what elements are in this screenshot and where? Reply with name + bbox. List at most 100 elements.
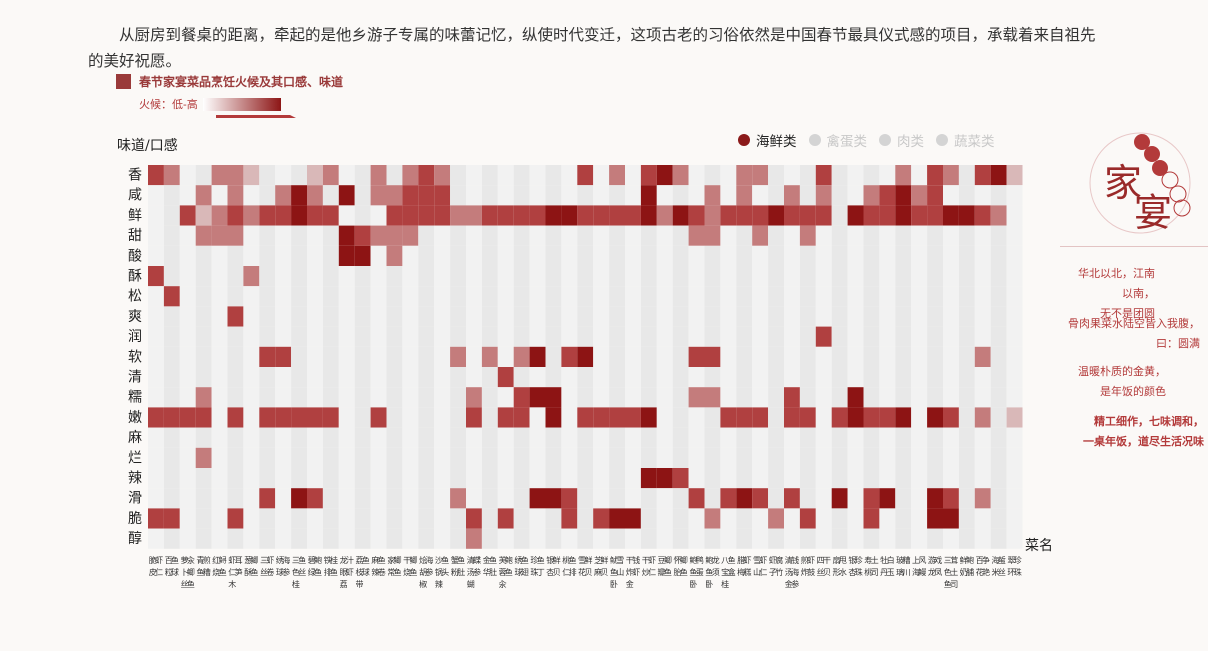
heatmap-cell[interactable] bbox=[291, 306, 307, 327]
heatmap-cell[interactable] bbox=[338, 387, 355, 408]
heatmap-cell[interactable] bbox=[466, 245, 482, 266]
heatmap-cell[interactable] bbox=[291, 245, 307, 266]
heatmap-cell[interactable] bbox=[625, 387, 641, 408]
heatmap-cell[interactable] bbox=[1006, 165, 1023, 186]
heatmap-cell[interactable] bbox=[974, 165, 991, 186]
heatmap-cell[interactable] bbox=[831, 225, 848, 246]
heatmap-cell[interactable] bbox=[911, 225, 928, 246]
heatmap-cell[interactable] bbox=[275, 387, 292, 408]
heatmap-cell[interactable] bbox=[179, 528, 196, 549]
heatmap-cell[interactable] bbox=[736, 326, 753, 347]
heatmap-cell[interactable] bbox=[784, 286, 800, 307]
heatmap-cell[interactable] bbox=[752, 407, 769, 428]
heatmap-cell[interactable] bbox=[402, 245, 419, 266]
heatmap-cell[interactable] bbox=[259, 387, 276, 408]
heatmap-cell[interactable] bbox=[577, 286, 594, 307]
heatmap-cell[interactable] bbox=[704, 468, 721, 489]
heatmap-cell[interactable] bbox=[370, 286, 387, 307]
heatmap-cell[interactable] bbox=[513, 245, 530, 266]
heatmap-cell[interactable] bbox=[450, 185, 466, 206]
heatmap-cell[interactable] bbox=[752, 427, 769, 448]
heatmap-cell[interactable] bbox=[625, 306, 641, 327]
heatmap-cell[interactable] bbox=[943, 185, 959, 206]
heatmap-cell[interactable] bbox=[752, 185, 769, 206]
heatmap-cell[interactable] bbox=[1006, 427, 1023, 448]
heatmap-cell[interactable] bbox=[179, 266, 196, 287]
heatmap-cell[interactable] bbox=[466, 407, 482, 428]
heatmap-cell[interactable] bbox=[768, 508, 784, 529]
heatmap-cell[interactable] bbox=[163, 387, 180, 408]
heatmap-cell[interactable] bbox=[688, 326, 705, 347]
heatmap-cell[interactable] bbox=[593, 387, 610, 408]
heatmap-cell[interactable] bbox=[338, 528, 355, 549]
heatmap-cell[interactable] bbox=[529, 205, 546, 226]
heatmap-cell[interactable] bbox=[148, 185, 164, 206]
heatmap-cell[interactable] bbox=[927, 225, 943, 246]
heatmap-cell[interactable] bbox=[370, 488, 387, 509]
heatmap-cell[interactable] bbox=[1006, 528, 1023, 549]
heatmap-cell[interactable] bbox=[163, 468, 180, 489]
heatmap-cell[interactable] bbox=[545, 185, 562, 206]
heatmap-cell[interactable] bbox=[434, 185, 451, 206]
heatmap-cell[interactable] bbox=[275, 528, 292, 549]
heatmap-cell[interactable] bbox=[211, 427, 228, 448]
heatmap-cell[interactable] bbox=[720, 488, 737, 509]
heatmap-cell[interactable] bbox=[799, 245, 816, 266]
heatmap-cell[interactable] bbox=[958, 387, 975, 408]
heatmap-cell[interactable] bbox=[434, 245, 451, 266]
heatmap-cell[interactable] bbox=[768, 286, 784, 307]
heatmap-cell[interactable] bbox=[943, 225, 959, 246]
heatmap-cell[interactable] bbox=[227, 326, 244, 347]
heatmap-cell[interactable] bbox=[179, 245, 196, 266]
heatmap-cell[interactable] bbox=[688, 407, 705, 428]
heatmap-cell[interactable] bbox=[736, 387, 753, 408]
heatmap-cell[interactable] bbox=[640, 447, 657, 468]
heatmap-cell[interactable] bbox=[847, 165, 864, 186]
heatmap-cell[interactable] bbox=[386, 528, 403, 549]
heatmap-cell[interactable] bbox=[943, 528, 959, 549]
heatmap-cell[interactable] bbox=[799, 286, 816, 307]
heatmap-cell[interactable] bbox=[195, 508, 212, 529]
heatmap-cell[interactable] bbox=[402, 427, 419, 448]
heatmap-cell[interactable] bbox=[752, 508, 769, 529]
heatmap-cell[interactable] bbox=[275, 225, 292, 246]
heatmap-cell[interactable] bbox=[275, 205, 292, 226]
heatmap-cell[interactable] bbox=[148, 488, 164, 509]
heatmap-cell[interactable] bbox=[338, 447, 355, 468]
heatmap-cell[interactable] bbox=[847, 508, 864, 529]
heatmap-cell[interactable] bbox=[943, 306, 959, 327]
heatmap-cell[interactable] bbox=[879, 245, 896, 266]
heatmap-cell[interactable] bbox=[481, 407, 498, 428]
heatmap-cell[interactable] bbox=[338, 266, 355, 287]
heatmap-cell[interactable] bbox=[1006, 185, 1023, 206]
heatmap-cell[interactable] bbox=[895, 447, 912, 468]
heatmap-cell[interactable] bbox=[593, 447, 610, 468]
heatmap-cell[interactable] bbox=[895, 306, 912, 327]
heatmap-cell[interactable] bbox=[275, 447, 292, 468]
heatmap-cell[interactable] bbox=[545, 205, 562, 226]
heatmap-cell[interactable] bbox=[577, 205, 594, 226]
heatmap-cell[interactable] bbox=[338, 367, 355, 388]
heatmap-cell[interactable] bbox=[450, 387, 466, 408]
heatmap-cell[interactable] bbox=[625, 225, 641, 246]
heatmap-cell[interactable] bbox=[497, 488, 514, 509]
heatmap-cell[interactable] bbox=[1006, 225, 1023, 246]
heatmap-cell[interactable] bbox=[481, 245, 498, 266]
heatmap-cell[interactable] bbox=[704, 205, 721, 226]
heatmap-cell[interactable] bbox=[434, 306, 451, 327]
heatmap-cell[interactable] bbox=[338, 468, 355, 489]
heatmap-cell[interactable] bbox=[370, 306, 387, 327]
heatmap-cell[interactable] bbox=[195, 266, 212, 287]
heatmap-cell[interactable] bbox=[927, 306, 943, 327]
heatmap-cell[interactable] bbox=[927, 427, 943, 448]
heatmap-cell[interactable] bbox=[609, 205, 625, 226]
heatmap-cell[interactable] bbox=[307, 427, 323, 448]
heatmap-cell[interactable] bbox=[927, 326, 943, 347]
heatmap-cell[interactable] bbox=[927, 367, 943, 388]
heatmap-cell[interactable] bbox=[450, 407, 466, 428]
heatmap-cell[interactable] bbox=[513, 407, 530, 428]
heatmap-cell[interactable] bbox=[704, 407, 721, 428]
heatmap-cell[interactable] bbox=[179, 306, 196, 327]
heatmap-cell[interactable] bbox=[275, 367, 292, 388]
heatmap-cell[interactable] bbox=[259, 528, 276, 549]
